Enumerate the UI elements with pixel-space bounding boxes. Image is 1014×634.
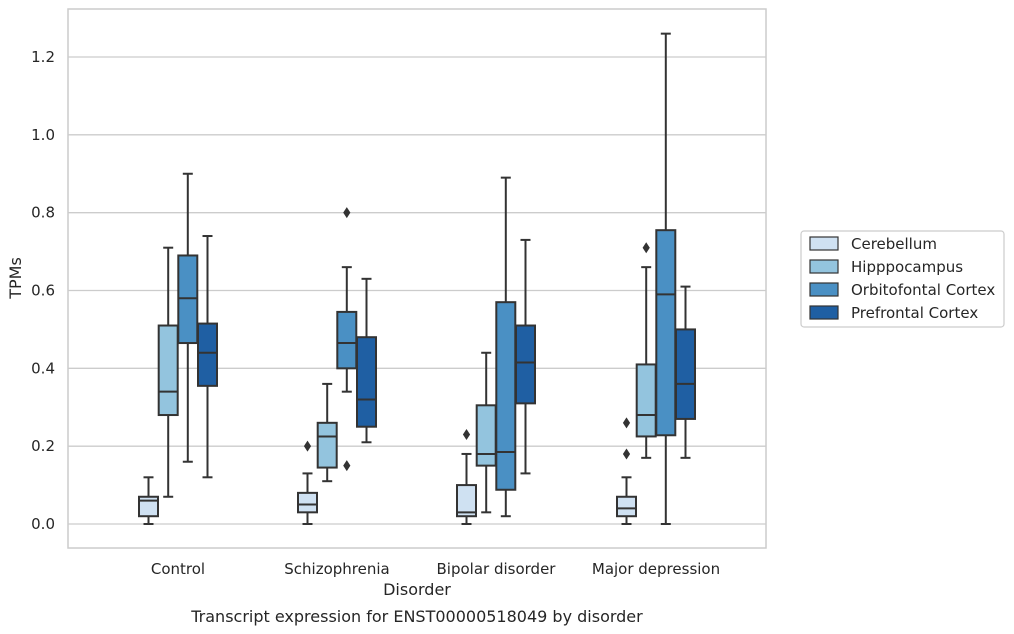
box-iqr bbox=[316, 421, 338, 469]
legend-label: Orbitofontal Cortex bbox=[851, 281, 995, 299]
box-iqr bbox=[495, 301, 517, 491]
legend-label: Cerebellum bbox=[851, 235, 937, 253]
box-3-1 bbox=[356, 277, 377, 444]
x-tick-label: Major depression bbox=[592, 560, 720, 578]
box-iqr bbox=[297, 491, 318, 514]
outlier-point bbox=[622, 448, 631, 460]
y-tick-label: 0.0 bbox=[31, 515, 55, 533]
outlier-point bbox=[622, 417, 631, 429]
box-1-0 bbox=[157, 246, 179, 498]
box-0-0 bbox=[138, 476, 159, 525]
box-2-1 bbox=[336, 207, 358, 472]
box-3-2 bbox=[515, 238, 536, 475]
box-1-2 bbox=[475, 351, 497, 514]
outlier-point bbox=[343, 207, 351, 219]
y-tick-label: 0.4 bbox=[31, 359, 55, 377]
y-tick-label: 1.2 bbox=[31, 48, 55, 66]
box-iqr bbox=[356, 336, 377, 428]
box-iqr bbox=[635, 363, 657, 438]
box-iqr bbox=[515, 324, 536, 405]
box-iqr bbox=[655, 229, 677, 437]
legend-swatch bbox=[809, 305, 839, 320]
x-axis-ticks: Control Schizophrenia Bipolar disorder Majo… bbox=[151, 560, 720, 578]
outlier-point bbox=[462, 428, 471, 440]
outlier-point bbox=[303, 440, 312, 452]
box-3-0 bbox=[197, 235, 218, 479]
box-iqr bbox=[197, 322, 218, 387]
y-tick-label: 0.8 bbox=[31, 204, 55, 222]
box-iqr bbox=[157, 324, 179, 417]
box-iqr bbox=[456, 484, 477, 518]
outlier-point bbox=[343, 460, 351, 472]
y-axis-ticks: 0.0 0.2 0.4 0.6 0.8 1.0 1.2 bbox=[31, 48, 55, 533]
box-iqr bbox=[675, 328, 696, 420]
legend: Cerebellum Hipppocampus Orbitofontal Corte… bbox=[800, 230, 1005, 328]
x-axis-label: Disorder bbox=[383, 580, 451, 599]
box-2-3 bbox=[655, 32, 677, 525]
legend-label: Prefrontal Cortex bbox=[851, 304, 978, 322]
box-3-3 bbox=[675, 285, 696, 459]
legend-swatch bbox=[809, 236, 839, 251]
box-0-2 bbox=[456, 428, 477, 525]
x-tick-label: Schizophrenia bbox=[284, 560, 389, 578]
box-1-1 bbox=[316, 382, 338, 483]
y-axis-label: TPMs bbox=[6, 257, 25, 300]
legend-swatch bbox=[809, 259, 839, 274]
box-groups bbox=[138, 32, 696, 525]
box-iqr bbox=[336, 310, 358, 370]
chart-caption: Transcript expression for ENST0000051804… bbox=[190, 607, 643, 626]
box-0-3 bbox=[616, 417, 637, 525]
y-tick-label: 0.2 bbox=[31, 437, 55, 455]
box-iqr bbox=[616, 495, 637, 518]
x-tick-label: Bipolar disorder bbox=[437, 560, 557, 578]
box-iqr bbox=[475, 404, 497, 467]
y-tick-label: 1.0 bbox=[31, 126, 55, 144]
outlier-point bbox=[642, 242, 650, 254]
y-tick-label: 0.6 bbox=[31, 282, 55, 300]
box-0-1 bbox=[297, 440, 318, 525]
legend-label: Hipppocampus bbox=[851, 258, 963, 276]
box-1-3 bbox=[635, 242, 657, 459]
box-2-0 bbox=[177, 172, 199, 463]
box-2-2 bbox=[495, 176, 517, 518]
x-tick-label: Control bbox=[151, 560, 205, 578]
plot-frame bbox=[67, 8, 767, 549]
legend-frame bbox=[800, 230, 1005, 328]
legend-swatch bbox=[809, 282, 839, 297]
